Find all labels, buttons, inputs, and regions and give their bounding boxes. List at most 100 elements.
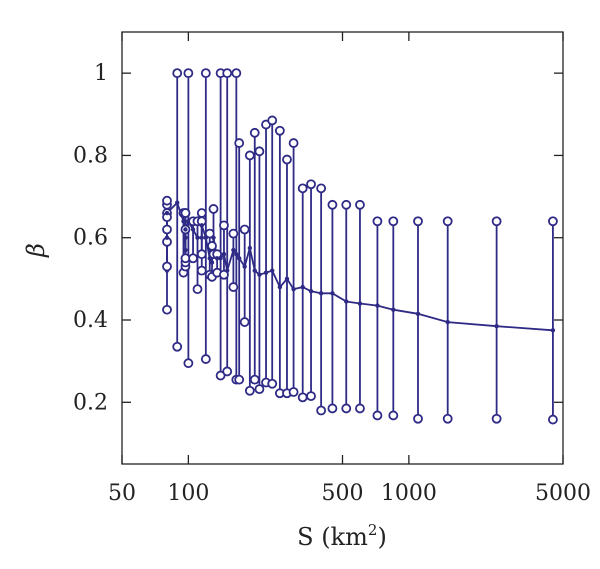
lower-point: [234, 374, 245, 385]
mean-point: [263, 270, 269, 275]
mean-point: [284, 276, 290, 282]
x-tick-label: 1000: [381, 481, 437, 506]
lower-point: [239, 317, 250, 327]
upper-point: [244, 150, 255, 161]
lower-point: [188, 253, 198, 264]
mean-point: [195, 235, 200, 240]
mean-point: [308, 289, 314, 294]
lower-point: [222, 366, 233, 377]
mean-point: [550, 328, 556, 333]
upper-point: [274, 125, 285, 136]
lower-point: [327, 403, 338, 414]
data-points: [162, 68, 558, 425]
lower-point: [254, 384, 265, 395]
lower-point: [192, 284, 203, 295]
x-axis-label-close: ): [377, 523, 386, 551]
x-tick-label: 500: [322, 481, 364, 506]
upper-point: [267, 115, 278, 126]
upper-point: [200, 68, 211, 79]
upper-point: [183, 68, 194, 79]
upper-point: [239, 224, 250, 235]
mean-point: [242, 264, 247, 269]
upper-point: [288, 138, 299, 148]
lower-point: [288, 387, 299, 397]
y-tick-label: 0.2: [73, 390, 108, 415]
lower-point: [183, 358, 194, 369]
lower-point: [306, 391, 316, 402]
mean-point: [164, 235, 170, 240]
mean-point: [181, 219, 186, 224]
upper-point: [413, 216, 423, 227]
mean-point: [175, 200, 180, 205]
lower-point: [219, 269, 229, 280]
x-axis-label-text: S (km: [297, 523, 368, 551]
upper-point: [208, 204, 219, 214]
mean-point: [445, 319, 450, 325]
lower-point: [244, 385, 255, 396]
lower-point: [200, 354, 211, 364]
upper-point: [491, 216, 502, 227]
mean-point: [199, 235, 204, 240]
lower-point: [162, 224, 172, 235]
mean-point: [209, 260, 215, 265]
lower-point: [491, 413, 502, 424]
mean-point: [199, 223, 204, 228]
x-tick-label: 50: [108, 481, 136, 506]
upper-point: [249, 127, 260, 138]
lower-point: [442, 413, 453, 424]
lower-point: [162, 304, 172, 315]
x-axis-label-sup: 2: [368, 521, 378, 539]
lower-point: [228, 282, 239, 292]
mean-point: [190, 227, 196, 232]
upper-point: [442, 216, 453, 227]
upper-point: [297, 183, 308, 194]
upper-point: [196, 208, 207, 218]
lower-point: [267, 378, 278, 389]
x-tick-label: 5000: [535, 481, 591, 506]
mean-point: [270, 268, 275, 273]
mean-point: [300, 284, 305, 290]
lower-point: [297, 392, 308, 403]
mean-point: [257, 272, 262, 277]
mean-point: [211, 235, 216, 240]
mean-point: [221, 251, 227, 257]
upper-point: [234, 138, 245, 148]
mean-point: [164, 210, 170, 216]
mean-point: [357, 301, 363, 306]
upper-point: [219, 220, 229, 231]
mean-point: [214, 256, 220, 261]
lower-point: [249, 374, 260, 385]
upper-point: [180, 208, 191, 218]
lower-point: [372, 410, 383, 421]
lower-point: [196, 249, 207, 260]
upper-point: [548, 216, 558, 227]
upper-point: [372, 216, 383, 227]
mean-point: [225, 268, 230, 273]
upper-point: [228, 228, 239, 239]
lower-point: [341, 403, 352, 414]
lower-point: [316, 405, 327, 416]
upper-point: [204, 228, 215, 239]
y-tick-label: 0.4: [73, 308, 108, 333]
mean-point: [494, 323, 499, 329]
upper-point: [231, 68, 242, 79]
y-tick-label: 0.6: [73, 226, 108, 251]
lower-point: [388, 410, 399, 421]
upper-point: [327, 199, 338, 210]
mean-point: [247, 245, 253, 251]
lower-point: [162, 261, 172, 272]
mean-point: [252, 268, 257, 273]
y-axis-label: β: [22, 243, 50, 258]
mean-point: [183, 235, 188, 240]
mean-point: [375, 303, 380, 308]
upper-point: [254, 146, 265, 157]
mean-point: [344, 299, 349, 304]
mean-point: [391, 307, 396, 312]
upper-point: [282, 154, 292, 165]
upper-point: [162, 195, 172, 206]
mean-point: [234, 251, 239, 257]
mean-point: [183, 247, 188, 253]
upper-point: [306, 179, 316, 190]
upper-point: [341, 199, 352, 210]
upper-point: [172, 68, 183, 79]
